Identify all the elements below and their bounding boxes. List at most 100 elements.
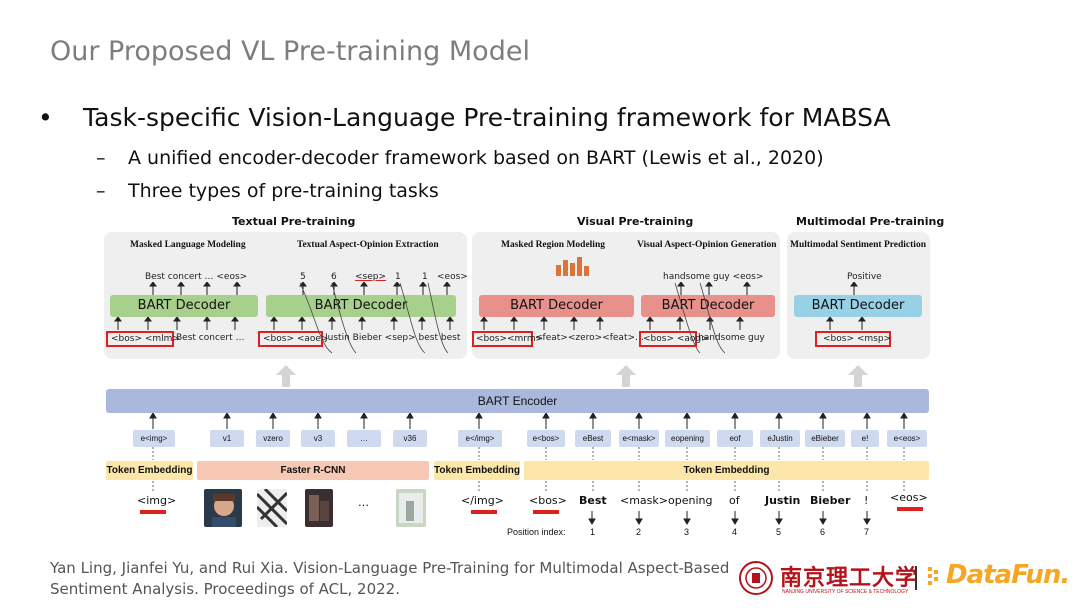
faster-rcnn-bar: Faster R-CNN <box>197 461 429 480</box>
logo-divider <box>915 566 917 590</box>
bart-decoder-msp: BART Decoder <box>794 295 922 317</box>
embedding-v36: v36 <box>393 430 427 447</box>
position-6: 6 <box>820 527 826 537</box>
mrm-input-box-text: <bos><mrm> <box>476 334 544 344</box>
token-embedding-bar-1: Token Embedding <box>106 461 193 480</box>
vaog-input-rest: handsome guy <box>698 333 765 343</box>
embedding-exclaim: e! <box>851 430 879 447</box>
embedding-bieber: eBieber <box>805 430 845 447</box>
vaog-input-highlight: <bos> <aog> <box>639 331 709 347</box>
taoe-out-3: <sep> <box>355 272 387 282</box>
embedding-img-close: e</img> <box>458 430 502 447</box>
input-mask: <mask> <box>620 494 668 507</box>
input-bieber: Bieber <box>810 494 851 507</box>
position-7: 7 <box>864 527 870 537</box>
bar-chart-icon <box>556 257 589 276</box>
embedding-v1: v1 <box>210 430 244 447</box>
citation-line-1: Yan Ling, Jianfei Yu, and Rui Xia. Visio… <box>50 559 730 577</box>
taoe-out-5: 1 <box>422 272 428 282</box>
embedding-opening: eopening <box>665 430 710 447</box>
vaog-output: handsome guy <eos> <box>663 272 764 282</box>
taoe-out-6: <eos> <box>437 272 468 282</box>
dash-marker: – <box>96 180 106 202</box>
up-arrow-icon <box>276 365 296 387</box>
input-exclaim: ! <box>864 494 869 507</box>
section-textual: Textual Pre-training <box>232 215 356 228</box>
position-4: 4 <box>732 527 738 537</box>
embedding-img-open: e<img> <box>133 430 175 447</box>
mlm-input-rest: Best concert … <box>176 333 245 343</box>
position-2: 2 <box>636 527 642 537</box>
taoe-input-box-text: <bos> <aoe> <box>263 334 329 344</box>
bart-decoder-mlm: BART Decoder <box>110 295 258 317</box>
token-embedding-bar-2: Token Embedding <box>434 461 520 480</box>
task-msp-title: Multimodal Sentiment Prediction <box>790 240 926 250</box>
mrm-input-rest: <feat><zero><feat>… <box>535 333 645 343</box>
embedding-eos: e<eos> <box>887 430 927 447</box>
taoe-input-highlight: <bos> <aoe> <box>258 331 329 347</box>
citation: Yan Ling, Jianfei Yu, and Rui Xia. Visio… <box>50 558 729 600</box>
position-5: 5 <box>776 527 782 537</box>
position-1: 1 <box>590 527 596 537</box>
embedding-of: eof <box>717 430 753 447</box>
task-mrm-title: Masked Region Modeling <box>501 240 605 250</box>
image-region-thumbnail <box>257 489 287 527</box>
input-opening: opening <box>668 494 713 507</box>
embedding-v3: v3 <box>301 430 335 447</box>
taoe-input-rest: Justin Bieber <sep> best best <box>325 333 461 343</box>
dotted-connectors <box>152 447 905 492</box>
taoe-out-1: 5 <box>300 272 306 282</box>
mlm-output: Best concert … <eos> <box>145 272 248 282</box>
input-ellipsis: … <box>358 496 369 509</box>
token-embedding-bar-3: Token Embedding <box>524 461 929 480</box>
sub-bullet-2: – Three types of pre-training tasks <box>96 180 439 202</box>
dash-marker: – <box>96 147 106 169</box>
input-img-close: </img> <box>461 494 504 507</box>
bart-decoder-mrm: BART Decoder <box>479 295 634 317</box>
vaog-input-box-text: <bos> <aog> <box>643 334 709 344</box>
main-bullet-text: Task-specific Vision-Language Pre-traini… <box>83 103 891 132</box>
image-region-thumbnail <box>204 489 242 527</box>
university-seal-icon <box>739 561 773 595</box>
taoe-out-4: 1 <box>395 272 401 282</box>
embedding-mask: e<mask> <box>619 430 659 447</box>
input-of: of <box>729 494 740 507</box>
input-eos: <eos> <box>890 491 928 504</box>
task-taoe-title: Textual Aspect-Opinion Extraction <box>297 240 439 250</box>
datafun-brand: DataFun. <box>946 560 1070 590</box>
input-bos: <bos> <box>529 494 567 507</box>
position-index-label: Position index: <box>507 527 566 537</box>
embedding-justin: eJustin <box>760 430 800 447</box>
image-region-thumbnail <box>396 489 426 527</box>
embedding-ellipsis: … <box>347 430 381 447</box>
section-visual: Visual Pre-training <box>577 215 694 228</box>
input-best: Best <box>579 494 607 507</box>
encoder-input-arrows <box>149 413 908 429</box>
university-name-en: NANJING UNIVERSITY OF SCIENCE & TECHNOLO… <box>782 589 909 595</box>
msp-input-highlight: <bos> <msp> <box>815 331 891 347</box>
embedding-vzero: vzero <box>256 430 290 447</box>
task-mlm-title: Masked Language Modeling <box>130 240 246 250</box>
decoder-output-arrows <box>149 282 858 295</box>
embedding-best: eBest <box>575 430 611 447</box>
red-underline <box>897 507 923 511</box>
pointer-curves <box>299 282 726 354</box>
taoe-out-2: 6 <box>331 272 337 282</box>
red-underline <box>140 510 166 514</box>
embedding-bos: e<bos> <box>527 430 565 447</box>
msp-input-box-text: <bos> <msp> <box>823 334 892 344</box>
input-justin: Justin <box>765 494 801 507</box>
sub-bullet-text: Three types of pre-training tasks <box>128 180 439 202</box>
up-arrow-icon <box>616 365 636 387</box>
task-vaog-title: Visual Aspect-Opinion Generation <box>637 240 777 250</box>
mrm-input-highlight: <bos><mrm> <box>472 331 543 347</box>
decoder-input-arrows <box>114 317 866 330</box>
mlm-input-highlight: <bos> <mlm> <box>106 331 180 347</box>
slide-title: Our Proposed VL Pre-training Model <box>50 36 530 67</box>
bullet-marker: • <box>38 103 53 132</box>
position-arrows <box>588 511 871 525</box>
msp-output: Positive <box>847 272 882 282</box>
sub-bullet-1: – A unified encoder-decoder framework bas… <box>96 147 824 169</box>
bart-encoder: BART Encoder <box>106 389 929 413</box>
datafun-logo-icon <box>928 567 938 585</box>
